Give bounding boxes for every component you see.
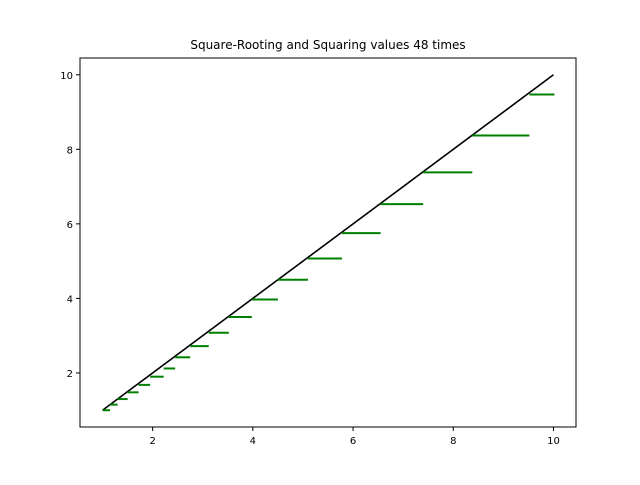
chart-title: Square-Rooting and Squaring values 48 ti… — [190, 38, 465, 52]
axes: 2 4 6 8 10 2 4 6 8 10 — [60, 57, 577, 447]
x-tick-label: 4 — [250, 436, 256, 447]
axes-frame — [79, 57, 577, 428]
x-tick-label: 10 — [547, 436, 560, 447]
y-tick-label: 8 — [67, 145, 73, 156]
identity-line — [102, 74, 554, 411]
x-tick-label: 6 — [350, 436, 356, 447]
y-tick-label: 10 — [60, 71, 73, 82]
y-tick-label: 6 — [67, 220, 73, 231]
y-tick-label: 2 — [67, 369, 73, 380]
y-tick-label: 4 — [67, 294, 73, 305]
x-tick-label: 2 — [149, 436, 155, 447]
x-tick-label: 8 — [450, 436, 456, 447]
plot-area — [102, 74, 555, 412]
